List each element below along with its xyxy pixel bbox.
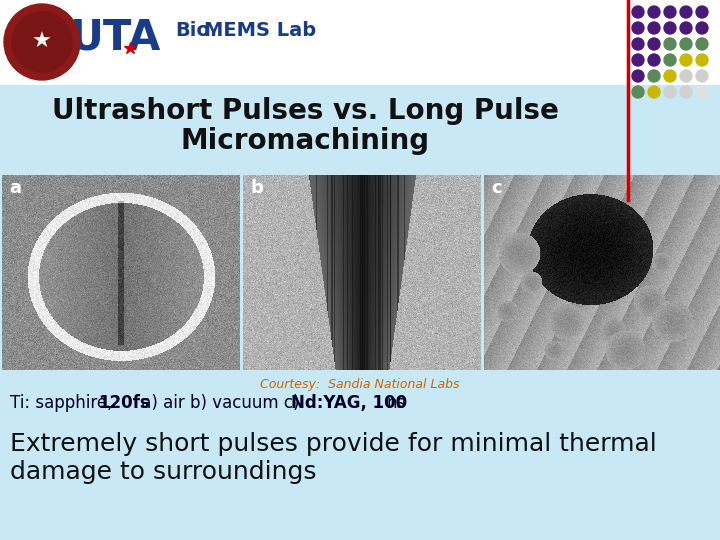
Text: MEMS Lab: MEMS Lab <box>204 21 316 39</box>
Text: 120fs: 120fs <box>98 394 150 412</box>
Text: ★: ★ <box>32 32 52 52</box>
Text: a: a <box>9 179 21 197</box>
Circle shape <box>680 54 692 66</box>
Circle shape <box>696 70 708 82</box>
Circle shape <box>12 12 72 72</box>
Circle shape <box>680 70 692 82</box>
Text: Courtesy:  Sandia National Labs: Courtesy: Sandia National Labs <box>260 378 460 391</box>
Circle shape <box>632 54 644 66</box>
Circle shape <box>632 6 644 18</box>
Text: Ultrashort Pulses vs. Long Pulse: Ultrashort Pulses vs. Long Pulse <box>52 97 559 125</box>
Text: Ti: sapphire,: Ti: sapphire, <box>10 394 112 412</box>
Circle shape <box>648 6 660 18</box>
Circle shape <box>664 22 676 34</box>
Bar <box>0 0 720 85</box>
Circle shape <box>680 6 692 18</box>
Circle shape <box>632 38 644 50</box>
Text: UTA: UTA <box>69 17 161 59</box>
Circle shape <box>648 86 660 98</box>
Circle shape <box>696 38 708 50</box>
Circle shape <box>696 86 708 98</box>
Circle shape <box>632 70 644 82</box>
Text: ns: ns <box>386 394 405 412</box>
Circle shape <box>664 6 676 18</box>
Circle shape <box>664 70 676 82</box>
Circle shape <box>648 38 660 50</box>
Text: a) air b) vacuum c): a) air b) vacuum c) <box>136 394 305 412</box>
Circle shape <box>680 22 692 34</box>
Circle shape <box>664 38 676 50</box>
Circle shape <box>648 70 660 82</box>
Circle shape <box>680 38 692 50</box>
Circle shape <box>632 22 644 34</box>
Text: Extremely short pulses provide for minimal thermal: Extremely short pulses provide for minim… <box>10 432 657 456</box>
Circle shape <box>664 54 676 66</box>
Circle shape <box>664 86 676 98</box>
Circle shape <box>696 54 708 66</box>
Text: b: b <box>250 179 263 197</box>
Circle shape <box>680 86 692 98</box>
Text: Bio.: Bio. <box>175 21 217 39</box>
Text: c: c <box>491 179 502 197</box>
Text: damage to surroundings: damage to surroundings <box>10 460 317 484</box>
Circle shape <box>696 6 708 18</box>
Text: Micromachining: Micromachining <box>181 127 430 155</box>
Circle shape <box>648 22 660 34</box>
Circle shape <box>4 4 80 80</box>
Circle shape <box>632 86 644 98</box>
Text: Nd:YAG, 100: Nd:YAG, 100 <box>291 394 407 412</box>
Circle shape <box>696 22 708 34</box>
Circle shape <box>648 54 660 66</box>
